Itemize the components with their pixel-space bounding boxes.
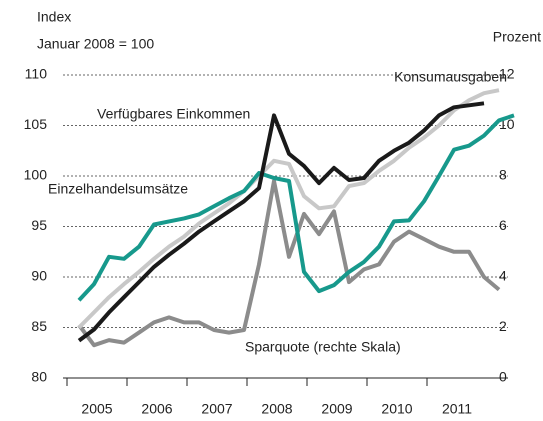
y-tick-label: 85 [31, 318, 47, 334]
x-tick-label: 2010 [381, 401, 412, 417]
y-tick-label: 95 [31, 217, 47, 233]
left-axis-unit: Index [37, 9, 71, 25]
y2-tick-label: 12 [499, 66, 515, 82]
y-tick-label: 105 [24, 116, 48, 132]
series-line [77, 88, 500, 329]
left-axis-note: Januar 2008 = 100 [37, 36, 154, 52]
y2-tick-label: 2 [499, 318, 507, 334]
series-line [77, 113, 515, 302]
y2-tick-label: 8 [499, 167, 507, 183]
y2-tick-label: 4 [499, 268, 507, 284]
x-tick-label: 2011 [442, 401, 472, 417]
y-tick-label: 90 [31, 268, 47, 284]
series-label: Einzelhandelsumsätze [48, 181, 188, 197]
y-tick-label: 100 [24, 167, 48, 183]
x-tick-label: 2009 [321, 401, 352, 417]
y-tick-label: 80 [31, 369, 47, 385]
series-line [77, 179, 501, 348]
right-axis-unit: Prozent [493, 29, 541, 45]
x-tick-label: 2005 [81, 401, 112, 417]
x-tick-label: 2006 [141, 401, 172, 417]
series-label: Sparquote (rechte Skala) [245, 339, 401, 355]
x-tick-label: 2007 [201, 401, 232, 417]
series-line [77, 101, 485, 343]
x-tick-label: 2008 [261, 401, 292, 417]
y2-tick-label: 0 [499, 369, 507, 385]
series-label: Verfügbares Einkommen [97, 106, 250, 122]
y2-tick-label: 6 [499, 217, 507, 233]
y-tick-label: 110 [25, 66, 48, 82]
series-label: Konsumausgaben [394, 69, 507, 85]
